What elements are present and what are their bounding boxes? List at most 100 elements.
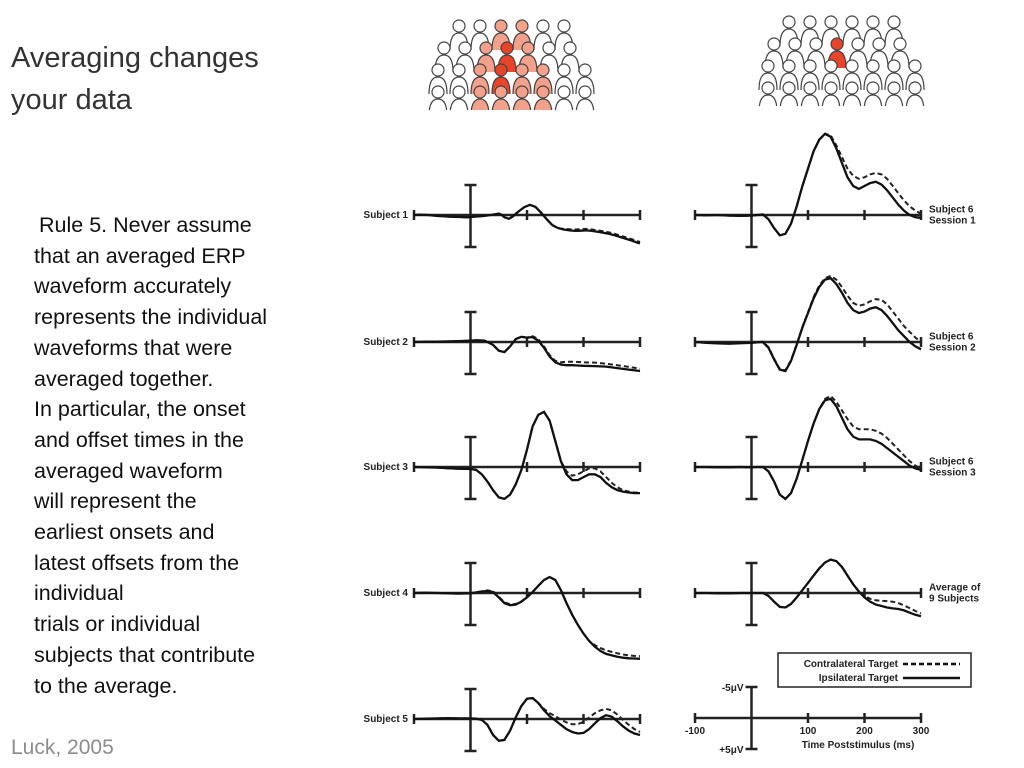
rule-line: earliest onsets and [34,520,215,545]
person-body [863,94,883,106]
person-head [563,41,577,55]
person-body [800,94,820,106]
rule-line: will represent the [34,489,197,514]
person-head [521,41,535,55]
rule-line: trials or individual [34,612,201,637]
person-body [884,94,904,106]
person-figure [539,41,559,73]
person-head [767,37,781,51]
ipsilateral-waveform [413,410,640,501]
panel-label: Subject 2 [364,337,409,348]
person-body [821,94,841,106]
rule-line: averaged waveform [34,458,223,483]
panel-label: Session 3 [929,468,976,479]
x-tick-label: -100 [685,726,705,737]
ipsilateral-waveform [413,335,641,373]
crowd-left-icon [428,19,595,110]
person-head [908,59,922,73]
panel-label: Subject 6 [929,457,974,468]
contralateral-waveform [413,410,641,500]
person-figure [821,81,841,106]
person-head [761,81,775,95]
person-body [575,98,595,110]
person-head [431,85,445,99]
rule-line: In particular, the onset [34,397,246,422]
person-head [761,59,775,73]
contralateral-waveform [694,132,922,237]
person-head [782,81,796,95]
person-head [452,63,466,77]
person-figure [863,81,883,106]
person-figure [905,81,925,106]
person-head [866,15,880,29]
panel-label: Subject 6 [929,205,974,216]
person-head [515,19,529,33]
person-head [578,85,592,99]
person-figure [779,81,799,106]
person-body [758,94,778,106]
person-figure [491,85,511,110]
person-head [824,15,838,29]
person-head [494,19,508,33]
panel-label: Subject 4 [364,588,409,599]
person-head [866,59,880,73]
person-head [431,63,445,77]
slide-title: Averaging changes your data [11,37,331,121]
citation: Luck, 2005 [11,736,114,759]
panel-label: Average of [929,583,981,594]
person-head [494,85,508,99]
person-figure [842,81,862,106]
person-body [905,94,925,106]
person-head [452,19,466,33]
person-body [554,98,574,110]
person-figure [455,41,475,73]
person-head [473,63,487,77]
panel-label: 9 Subjects [929,594,979,605]
person-head [803,81,817,95]
person-body [428,98,448,110]
person-body [470,98,490,110]
person-head [851,37,865,51]
person-head [536,19,550,33]
panel-label: Subject 6 [929,332,974,343]
person-head [845,81,859,95]
person-head [458,41,472,55]
person-body [449,98,469,110]
legend-label: Contralateral Target [804,659,899,670]
crowd-right-icon [758,15,925,106]
person-body [842,94,862,106]
person-figure [434,41,454,73]
person-head [845,59,859,73]
person-head [803,59,817,73]
person-figure [518,41,538,73]
legend-box [777,652,972,688]
person-head [500,41,514,55]
person-head [893,37,907,51]
person-head [824,81,838,95]
person-head [536,85,550,99]
legend: Contralateral Target Ipsilateral Target [777,652,972,688]
person-head [473,19,487,33]
person-figure [554,85,574,110]
rule-line: represents the individual [34,305,268,330]
rule-line: averaged together. [34,366,214,391]
person-head [473,85,487,99]
person-figure [476,41,496,73]
y-scale-label: +5μV [719,745,744,756]
rule-line: to the average. [34,673,178,698]
person-figure [800,81,820,106]
person-head [845,15,859,29]
person-head [782,15,796,29]
person-head [452,85,466,99]
contralateral-waveform [694,274,922,372]
erp-panel: Average of9 Subjects [693,558,981,627]
contralateral-waveform [695,558,922,615]
erp-panel: Subject 1 [364,183,642,249]
person-body [491,98,511,110]
ipsilateral-waveform [695,397,922,501]
person-head [557,63,571,77]
x-tick-label: 300 [913,726,930,737]
x-tick-label: 200 [856,726,873,737]
